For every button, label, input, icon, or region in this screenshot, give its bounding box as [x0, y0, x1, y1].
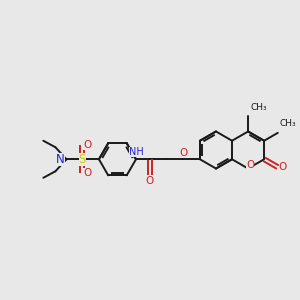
- Text: N: N: [56, 153, 64, 166]
- Text: O: O: [83, 168, 91, 178]
- Text: NH: NH: [129, 147, 143, 158]
- Text: CH₃: CH₃: [280, 119, 296, 128]
- Text: O: O: [278, 162, 287, 172]
- Text: CH₃: CH₃: [250, 103, 267, 112]
- Text: O: O: [246, 160, 254, 170]
- Text: O: O: [83, 140, 91, 150]
- Text: O: O: [179, 148, 188, 158]
- Text: S: S: [79, 153, 86, 166]
- Text: O: O: [146, 176, 154, 186]
